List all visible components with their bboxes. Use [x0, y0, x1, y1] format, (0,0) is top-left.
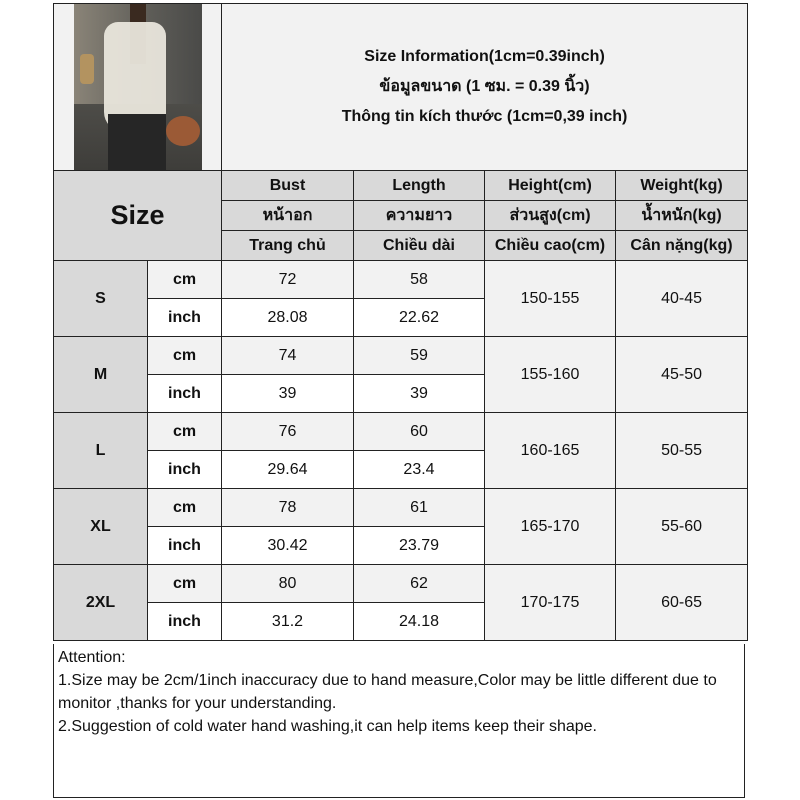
product-photo-cell — [53, 3, 222, 171]
unit-inch: inch — [147, 298, 222, 337]
length-header: Length — [353, 170, 485, 201]
bust-inch: 31.2 — [221, 602, 354, 641]
title-english: Size Information(1cm=0.39inch) — [364, 48, 605, 65]
weight-header-thai: น้ำหนัก(kg) — [614, 200, 749, 231]
attention-line-1: 1.Size may be 2cm/1inch inaccuracy due t… — [58, 672, 717, 712]
length-header-thai: ความยาว — [353, 200, 485, 231]
weight-range: 50-55 — [614, 412, 749, 489]
unit-cm: cm — [147, 412, 222, 451]
attention-note: Attention: 1.Size may be 2cm/1inch inacc… — [53, 644, 745, 798]
height-range: 165-170 — [484, 488, 616, 565]
size-label: 2XL — [53, 564, 148, 641]
bust-inch: 28.08 — [221, 298, 354, 337]
height-range: 150-155 — [484, 260, 616, 337]
length-header-vietnamese: Chiều dài — [353, 230, 485, 261]
height-header: Height(cm) — [484, 170, 616, 201]
unit-cm: cm — [147, 260, 222, 299]
unit-cm: cm — [147, 488, 222, 527]
table-row: XL cm 78 61 165-170 55-60 — [53, 488, 749, 565]
weight-range: 45-50 — [614, 336, 749, 413]
height-range: 170-175 — [484, 564, 616, 641]
height-range: 160-165 — [484, 412, 616, 489]
table-row: 2XL cm 80 62 170-175 60-65 — [53, 564, 749, 641]
table-row: inch 30.42 23.79 — [54, 526, 748, 565]
unit-cm: cm — [147, 564, 222, 603]
weight-range: 60-65 — [614, 564, 749, 641]
size-label: M — [53, 336, 148, 413]
weight-range: 55-60 — [614, 488, 749, 565]
table-row: inch 28.08 22.62 — [54, 298, 748, 337]
length-inch: 23.4 — [353, 450, 485, 489]
length-cm: 62 — [353, 564, 485, 603]
bust-header-thai: หน้าอก — [221, 200, 354, 231]
size-chart-table: Size Information(1cm=0.39inch) ข้อมูลขนา… — [53, 3, 749, 641]
bust-cm: 74 — [221, 336, 354, 375]
length-inch: 39 — [353, 374, 485, 413]
unit-cm: cm — [147, 336, 222, 375]
unit-inch: inch — [147, 450, 222, 489]
size-label: L — [53, 412, 148, 489]
table-row: inch 29.64 23.4 — [54, 450, 748, 489]
size-information-title: Size Information(1cm=0.39inch) ข้อมูลขนา… — [220, 3, 749, 171]
bust-cm: 78 — [221, 488, 354, 527]
bust-inch: 30.42 — [221, 526, 354, 565]
length-cm: 60 — [353, 412, 485, 451]
length-cm: 58 — [353, 260, 485, 299]
table-row: inch 39 39 — [54, 374, 748, 413]
bust-cm: 80 — [221, 564, 354, 603]
height-range: 155-160 — [484, 336, 616, 413]
height-header-vietnamese: Chiều cao(cm) — [484, 230, 616, 261]
attention-heading: Attention: — [58, 649, 126, 666]
size-label: S — [53, 260, 148, 337]
title-thai: ข้อมูลขนาด (1 ซม. = 0.39 นิ้ว) — [379, 78, 590, 95]
title-vietnamese: Thông tin kích thước (1cm=0,39 inch) — [341, 108, 628, 125]
product-photo — [73, 4, 202, 170]
length-cm: 61 — [353, 488, 485, 527]
length-inch: 22.62 — [353, 298, 485, 337]
unit-inch: inch — [147, 602, 222, 641]
bust-header: Bust — [221, 170, 354, 201]
length-cm: 59 — [353, 336, 485, 375]
attention-line-2: 2.Suggestion of cold water hand washing,… — [58, 718, 597, 735]
bust-cm: 76 — [221, 412, 354, 451]
size-header: Size — [53, 170, 222, 261]
weight-header: Weight(kg) — [614, 170, 749, 201]
height-header-thai: ส่วนสูง(cm) — [484, 200, 616, 231]
table-row: inch 31.2 24.18 — [54, 602, 748, 641]
weight-range: 40-45 — [614, 260, 749, 337]
length-inch: 24.18 — [353, 602, 485, 641]
size-label: XL — [53, 488, 148, 565]
weight-header-vietnamese: Cân nặng(kg) — [614, 230, 749, 261]
bust-cm: 72 — [221, 260, 354, 299]
unit-inch: inch — [147, 526, 222, 565]
unit-inch: inch — [147, 374, 222, 413]
length-inch: 23.79 — [353, 526, 485, 565]
bust-inch: 29.64 — [221, 450, 354, 489]
bust-inch: 39 — [221, 374, 354, 413]
bust-header-vietnamese: Trang chủ — [221, 230, 354, 261]
